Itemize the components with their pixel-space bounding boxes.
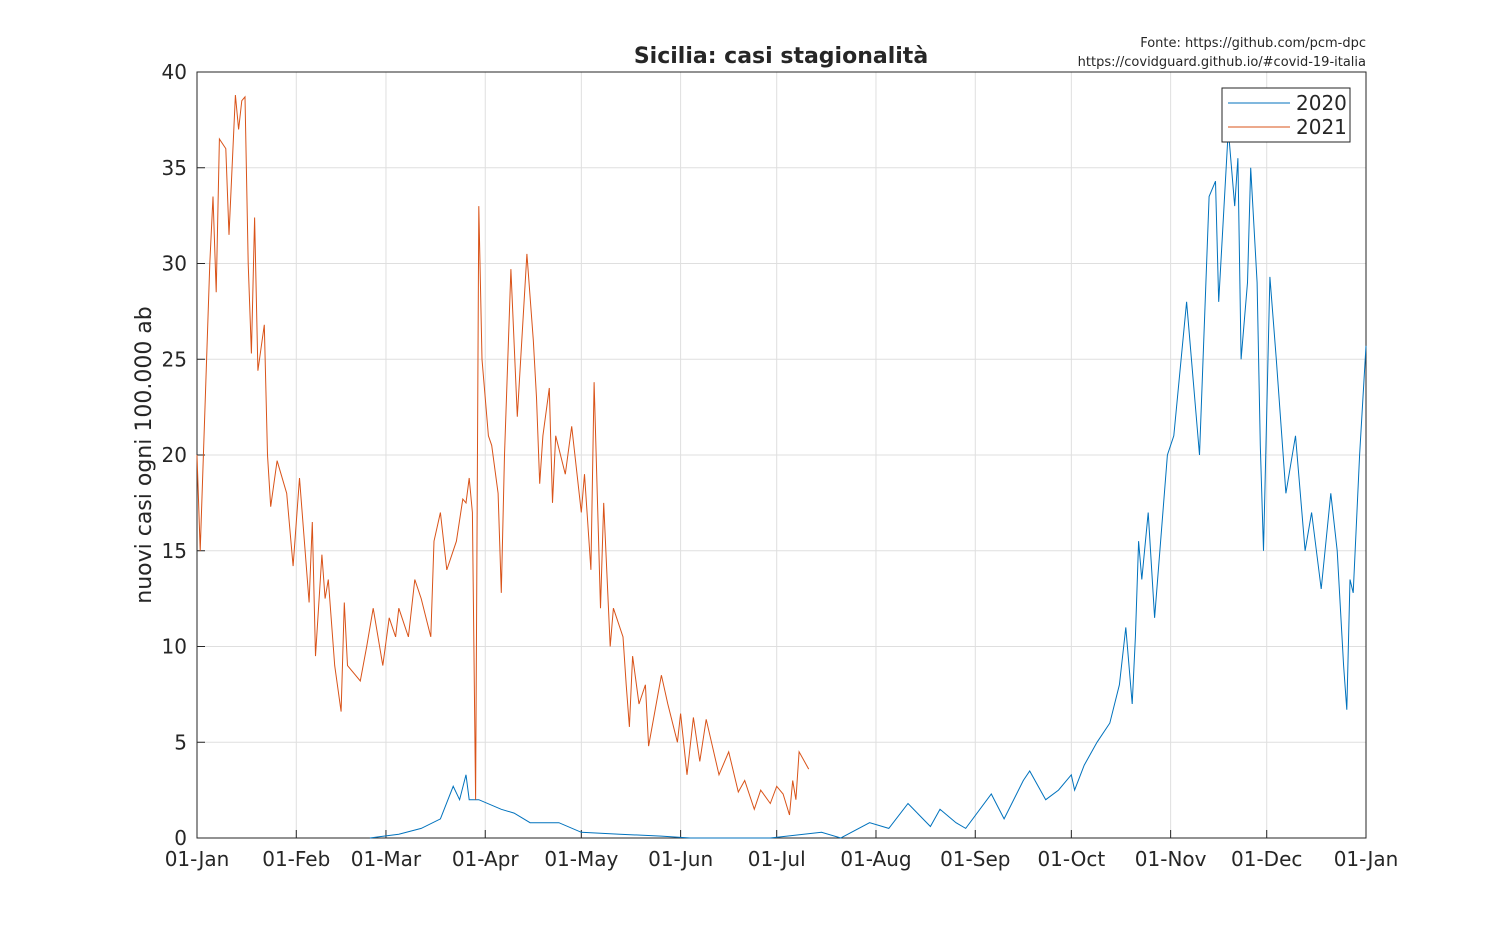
source: Fonte: https://github.com/pcm-dpc	[1140, 36, 1366, 51]
x-tick-label: 01-Feb	[262, 847, 330, 871]
legend-label: 2020	[1296, 91, 1347, 115]
y-tick-label: 40	[162, 60, 187, 84]
series-line	[196, 94, 810, 816]
x-tick-label: 01-Aug	[840, 847, 911, 871]
chart-title: Sicilia: casi stagionalità	[634, 44, 928, 69]
x-tick-label: 01-Mar	[351, 847, 422, 871]
y-tick-label: 35	[162, 156, 187, 180]
x-tick-label: 01-Jul	[748, 847, 806, 871]
series-line	[369, 129, 1367, 839]
legend-box	[1221, 87, 1351, 143]
y-tick-label: 10	[162, 635, 187, 659]
y-tick-label: 30	[162, 252, 187, 276]
x-tick-label: 01-Sep	[940, 847, 1010, 871]
x-tick-label: 01-May	[544, 847, 618, 871]
x-tick-label: 01-Oct	[1037, 847, 1105, 871]
x-tick-label: 01-Dec	[1231, 847, 1302, 871]
source: https://covidguard.github.io/#covid-19-i…	[1078, 55, 1366, 70]
y-tick-label: 20	[162, 443, 187, 467]
legend-label: 2021	[1296, 115, 1347, 139]
y-tick-label: 15	[162, 539, 187, 563]
x-tick-label: 01-Nov	[1135, 847, 1207, 871]
x-tick-label: 01-Jan	[1334, 847, 1399, 871]
x-tick-label: 01-Apr	[452, 847, 520, 871]
y-tick-label: 25	[162, 347, 187, 371]
y-tick-label: 0	[174, 826, 187, 850]
x-tick-label: 01-Jun	[648, 847, 713, 871]
y-tick-label: 5	[174, 730, 187, 754]
x-tick-label: 01-Jan	[165, 847, 230, 871]
y-axis-label: nuovi casi ogni 100.000 ab	[132, 306, 157, 604]
